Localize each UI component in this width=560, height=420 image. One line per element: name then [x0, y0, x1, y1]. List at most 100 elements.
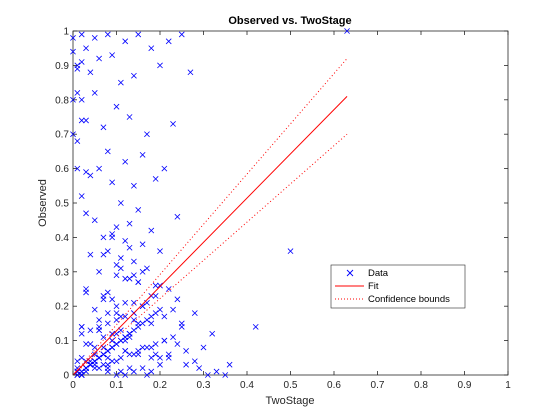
data-point: [87, 172, 94, 179]
data-point: [148, 320, 155, 327]
data-point: [152, 341, 159, 347]
y-tick-label: 0.6: [55, 164, 69, 175]
data-point: [109, 179, 116, 186]
data-point: [83, 169, 89, 175]
data-point: [104, 354, 111, 361]
x-tick-label: 1: [505, 380, 511, 391]
data-point: [83, 210, 89, 217]
data-point: [165, 286, 172, 292]
data-point: [122, 348, 129, 354]
data-point: [91, 344, 98, 351]
data-point: [165, 38, 172, 45]
y-axis: 0 0.1 0.2 0.3 0.4 0.5 0.6 0.7 0.8 0.9 1: [55, 27, 508, 382]
data-point: [122, 313, 129, 320]
data-point: [91, 90, 98, 96]
plot-area: [72, 30, 509, 376]
data-point: [96, 165, 102, 172]
data-point: [165, 351, 172, 358]
data-point: [104, 348, 111, 354]
data-point: [226, 361, 233, 368]
x-tick-label: 0.6: [327, 380, 341, 391]
data-point: [109, 296, 116, 303]
data-point: [174, 296, 181, 303]
data-point: [113, 341, 120, 347]
data-point: [144, 344, 150, 351]
data-point: [78, 31, 85, 38]
y-tick-label: 0.2: [55, 302, 69, 313]
data-point: [122, 299, 129, 306]
data-point: [139, 344, 146, 351]
data-point: [122, 38, 129, 45]
data-point: [78, 330, 85, 337]
data-point: [126, 275, 133, 282]
data-point: [126, 351, 133, 358]
data-point: [131, 368, 137, 375]
data-point: [96, 323, 102, 330]
data-point: [78, 96, 85, 103]
data-point: [83, 117, 89, 124]
data-point: [87, 251, 94, 258]
data-point: [104, 310, 111, 316]
data-point: [131, 299, 137, 306]
data-point: [152, 351, 159, 358]
data-point: [87, 69, 94, 76]
data-point: [131, 327, 137, 334]
data-point: [122, 334, 129, 341]
data-point: [152, 282, 159, 289]
data-point: [157, 282, 163, 289]
data-point: [152, 292, 159, 299]
data-point: [139, 268, 146, 275]
x-axis: 0 0.1 0.2 0.3 0.4 0.5 0.6 0.7 0.8 0.9 1: [70, 31, 511, 391]
legend-marker-data: [346, 269, 354, 277]
chart-title: Observed vs. TwoStage: [228, 15, 351, 27]
data-point: [113, 224, 120, 230]
data-point: [170, 334, 176, 341]
data-point: [126, 220, 133, 227]
data-point: [96, 354, 102, 361]
data-point: [191, 310, 198, 316]
data-point: [144, 265, 150, 272]
data-point: [139, 303, 146, 310]
data-point: [161, 165, 168, 172]
y-tick-label: 0.5: [55, 199, 69, 210]
data-point: [113, 358, 120, 365]
data-point: [213, 368, 220, 375]
data-point: [144, 131, 150, 138]
data-point: [222, 372, 229, 378]
y-tick-label: 0.7: [55, 130, 69, 141]
y-tick-label: 0: [63, 371, 69, 382]
x-tick-label: 0.5: [284, 380, 298, 391]
data-point: [178, 323, 185, 330]
data-layer: [70, 28, 350, 378]
legend-label-data: Data: [368, 268, 389, 279]
data-point: [78, 323, 85, 330]
data-point: [139, 241, 146, 248]
data-point: [131, 272, 137, 279]
data-point: [100, 334, 107, 341]
data-point: [344, 28, 350, 34]
data-point: [131, 258, 137, 265]
data-point: [161, 337, 168, 344]
data-point: [109, 358, 116, 365]
data-point: [100, 251, 107, 258]
data-point: [74, 138, 81, 144]
data-point: [174, 213, 181, 220]
data-point: [109, 344, 116, 351]
data-point: [113, 317, 120, 323]
data-point: [187, 69, 194, 76]
data-point: [91, 217, 98, 224]
data-point: [70, 34, 76, 41]
data-point: [148, 368, 155, 375]
data-point: [135, 348, 142, 354]
x-tick-label: 0.9: [458, 380, 472, 391]
data-point: [100, 124, 107, 131]
data-point: [96, 365, 102, 372]
data-point: [78, 354, 85, 361]
data-point: [100, 361, 107, 368]
data-point: [117, 265, 124, 272]
data-point: [104, 289, 111, 296]
data-point: [122, 237, 129, 244]
data-point: [109, 52, 116, 58]
confidence-bound-lower: [72, 133, 348, 376]
data-point: [104, 31, 111, 38]
